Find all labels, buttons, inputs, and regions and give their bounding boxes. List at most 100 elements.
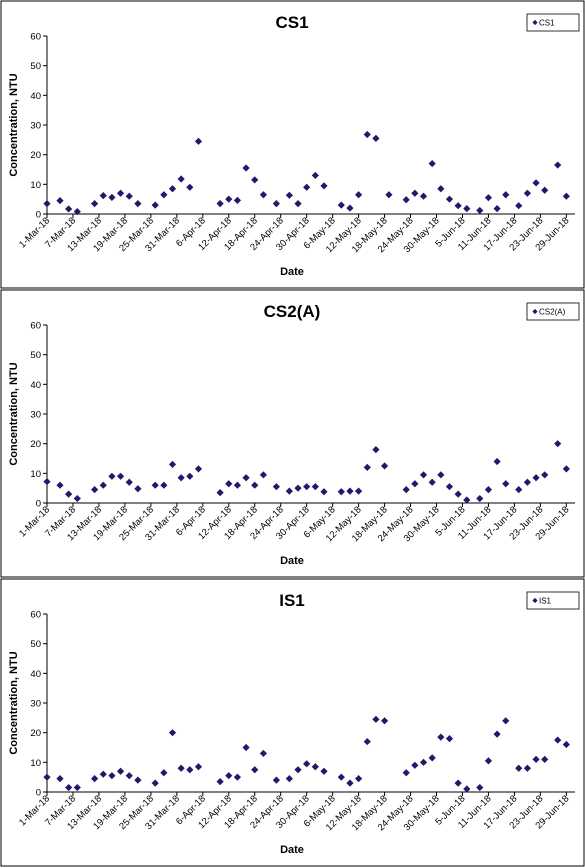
data-point: [419, 471, 428, 479]
y-tick-label: 40: [30, 380, 41, 391]
data-point: [116, 767, 125, 775]
y-tick-label: 30: [30, 699, 41, 710]
data-point: [428, 159, 436, 168]
data-point: [99, 481, 107, 489]
data-point: [242, 743, 250, 752]
data-point: [320, 182, 328, 190]
data-point: [437, 185, 445, 193]
data-point: [502, 717, 510, 725]
data-point: [385, 191, 393, 199]
data-point: [463, 785, 471, 793]
data-point: [346, 779, 354, 787]
data-point: [186, 183, 194, 191]
legend-marker-icon: [532, 308, 538, 315]
data-point: [225, 480, 233, 488]
data-point: [363, 737, 371, 746]
data-point: [91, 486, 99, 494]
data-point: [311, 763, 319, 771]
legend-label: CS1: [539, 19, 555, 28]
data-point: [242, 164, 250, 172]
data-point: [454, 779, 462, 787]
y-tick-label: 50: [30, 61, 41, 72]
data-point: [56, 197, 64, 205]
data-point: [554, 161, 562, 169]
y-tick-label: 50: [30, 639, 41, 650]
data-point: [554, 736, 562, 744]
data-point: [515, 202, 523, 210]
data-point: [445, 483, 454, 491]
data-point: [346, 487, 354, 495]
data-point: [372, 446, 380, 454]
data-point: [251, 176, 259, 184]
data-point: [437, 733, 445, 741]
data-point: [515, 486, 523, 494]
data-point: [294, 484, 302, 492]
data-point: [419, 192, 428, 200]
data-point: [493, 730, 501, 738]
data-point: [108, 772, 116, 780]
data-point: [363, 463, 371, 471]
data-point: [233, 481, 242, 489]
data-point: [355, 191, 363, 199]
chart-title: CS1: [275, 13, 308, 32]
data-point: [541, 755, 549, 763]
data-point: [160, 769, 168, 777]
legend-marker-icon: [532, 597, 538, 604]
legend: IS1: [526, 591, 580, 610]
y-tick-label: 20: [30, 439, 41, 450]
data-point: [73, 783, 81, 792]
data-point: [251, 481, 259, 489]
data-point: [562, 740, 570, 749]
data-point: [502, 480, 510, 488]
data-point: [272, 200, 280, 208]
data-point: [168, 729, 177, 737]
data-point: [65, 783, 73, 792]
y-axis-title: Concentration, NTU: [8, 73, 20, 176]
data-point: [493, 205, 501, 213]
data-point: [65, 490, 73, 498]
data-point: [91, 200, 99, 208]
y-tick-label: 50: [30, 350, 41, 361]
data-point: [515, 764, 523, 772]
legend: CS1: [526, 13, 580, 32]
data-point: [484, 757, 493, 765]
data-point: [108, 193, 116, 201]
data-point: [493, 457, 501, 466]
data-point: [134, 776, 142, 784]
data-point: [532, 179, 540, 187]
chart-title: IS1: [279, 591, 305, 610]
y-tick-label: 20: [30, 150, 41, 161]
y-tick-label: 60: [30, 321, 41, 332]
data-point: [56, 481, 64, 489]
data-point: [541, 186, 549, 194]
data-point: [285, 775, 293, 783]
data-point: [532, 755, 540, 763]
y-tick-label: 10: [30, 469, 41, 480]
y-tick-label: 40: [30, 91, 41, 102]
y-tick-label: 60: [30, 32, 41, 43]
data-point: [125, 478, 133, 486]
data-point: [476, 494, 484, 503]
data-point: [216, 778, 224, 786]
data-point: [484, 486, 493, 494]
data-point: [445, 735, 454, 743]
data-point: [285, 487, 293, 495]
data-point: [168, 185, 177, 193]
chart-panel-2: IS101020304050601-Mar-187-Mar-1813-Mar-1…: [0, 578, 585, 867]
data-point: [43, 478, 51, 486]
data-point: [346, 204, 354, 212]
data-point: [186, 766, 194, 774]
data-point: [43, 773, 51, 781]
data-point: [419, 758, 428, 766]
x-axis-title: Date: [280, 555, 304, 567]
data-point: [272, 483, 280, 491]
data-point: [541, 471, 549, 479]
chart-title: CS2(A): [264, 302, 321, 321]
data-point: [194, 137, 203, 145]
data-point: [259, 749, 267, 758]
data-point: [91, 775, 99, 783]
data-point: [454, 490, 462, 498]
data-point: [337, 488, 345, 496]
y-tick-label: 30: [30, 410, 41, 421]
data-point: [251, 766, 259, 774]
